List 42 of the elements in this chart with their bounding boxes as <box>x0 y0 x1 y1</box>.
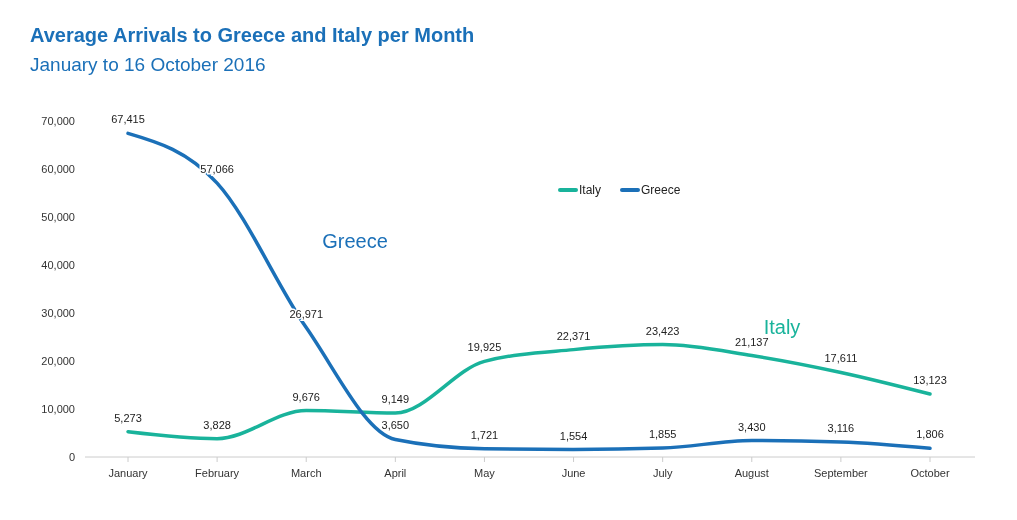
y-tick-label: 40,000 <box>41 258 75 271</box>
y-tick-label: 20,000 <box>41 354 75 367</box>
x-tick-label: January <box>108 467 149 479</box>
data-label: 19,925 <box>467 341 502 354</box>
chart-subtitle: January to 16 October 2016 <box>30 54 266 75</box>
x-tick-label: October <box>910 467 950 479</box>
data-label: 17,611 <box>824 352 858 365</box>
annotation: Greece <box>322 230 388 252</box>
y-tick-label: 60,000 <box>41 162 75 175</box>
data-label: 1,855 <box>648 428 677 441</box>
data-label: 1,721 <box>470 428 499 441</box>
x-tick-label: June <box>561 467 586 479</box>
data-label: 3,430 <box>738 420 766 433</box>
x-tick-label: April <box>384 467 407 479</box>
data-label: 3,116 <box>827 422 855 435</box>
data-label: 3,828 <box>203 418 231 431</box>
chart-title: Average Arrivals to Greece and Italy per Month <box>30 24 475 46</box>
data-label: 1,554 <box>559 429 588 442</box>
data-label: 23,423 <box>645 324 680 337</box>
x-tick-label: August <box>734 467 769 479</box>
data-label: 21,137 <box>734 335 769 348</box>
x-tick-label: February <box>195 467 240 479</box>
x-tick-label: March <box>290 467 322 479</box>
legend-label: Italy <box>579 183 602 198</box>
legend-label: Greece <box>641 183 681 198</box>
x-tick-label: September <box>813 467 869 479</box>
x-tick-label: May <box>474 467 496 479</box>
annotation: Italy <box>763 316 801 338</box>
data-label: 67,415 <box>111 113 145 126</box>
y-tick-label: 10,000 <box>41 402 75 415</box>
data-label: 9,676 <box>292 390 320 403</box>
data-label: 22,371 <box>556 329 591 342</box>
y-tick-label: 30,000 <box>41 306 75 319</box>
data-label: 13,123 <box>913 374 947 387</box>
data-label: 9,149 <box>381 393 410 406</box>
y-tick-label: 50,000 <box>41 210 75 223</box>
y-tick-label: 70,000 <box>41 114 75 127</box>
y-tick-label: 0 <box>68 450 75 463</box>
x-tick-label: July <box>652 467 673 479</box>
data-label: 5,273 <box>114 411 142 424</box>
data-label: 1,806 <box>916 428 944 441</box>
data-label: 3,650 <box>381 419 410 432</box>
